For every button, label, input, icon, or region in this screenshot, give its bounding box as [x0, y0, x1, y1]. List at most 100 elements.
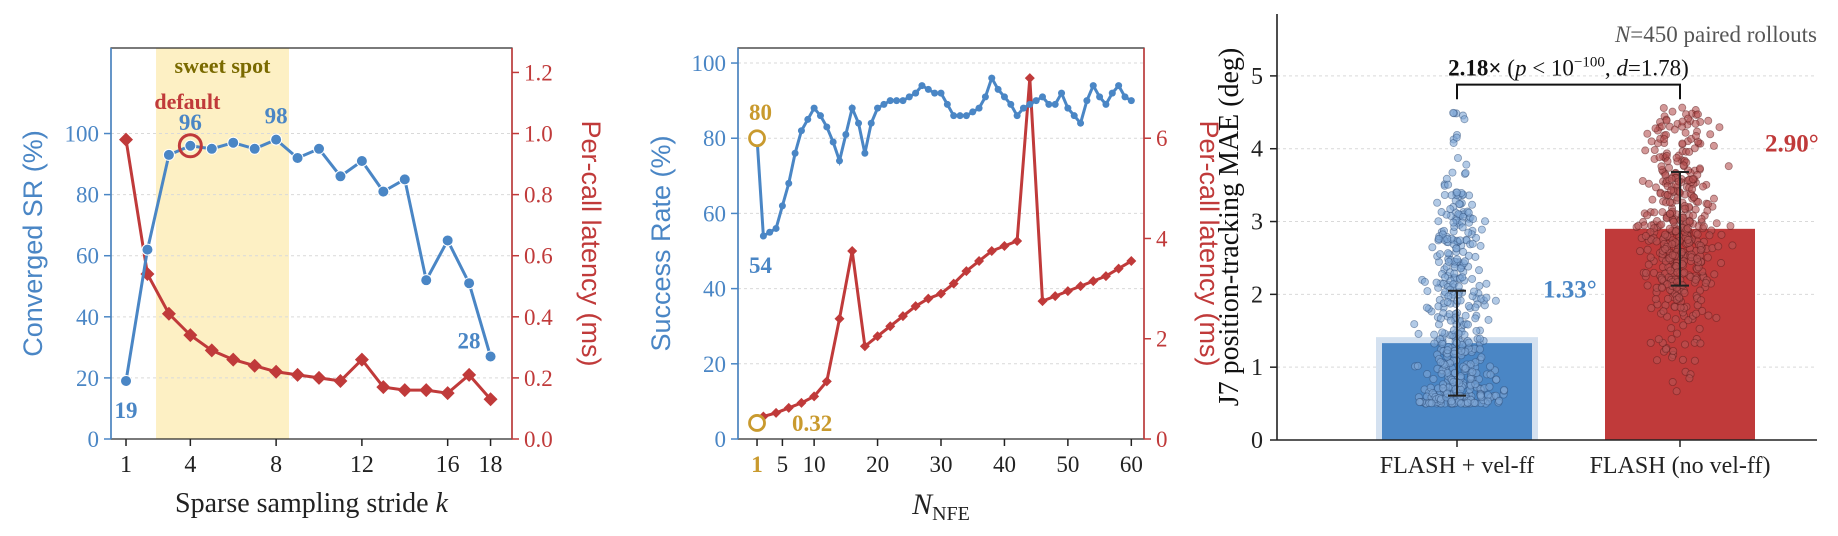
sample-point — [1434, 302, 1443, 311]
sample-point — [1641, 231, 1650, 240]
sample-point — [1469, 287, 1478, 296]
sample-point — [1688, 174, 1697, 183]
sample-point — [1678, 117, 1687, 126]
sr-point — [1013, 112, 1021, 120]
sr-point — [956, 112, 964, 120]
latency-point — [961, 266, 972, 277]
sample-point — [1681, 340, 1690, 349]
sr-point — [893, 97, 901, 105]
sample-point — [1671, 315, 1680, 324]
sr-point — [1058, 89, 1066, 97]
category-label: FLASH (no vel-ff) — [1590, 453, 1771, 479]
sample-point — [1436, 358, 1445, 367]
sample-point — [1676, 303, 1685, 312]
nfe-highlight-rings — [748, 129, 766, 432]
stride-left-ticks: 0 20 40 60 80 100 — [65, 122, 111, 452]
latency-point — [796, 397, 807, 408]
tick-label: 5 — [1251, 64, 1263, 90]
sample-point — [1443, 346, 1452, 355]
default-label: default — [154, 89, 221, 114]
tick-label: 0 — [715, 427, 727, 452]
sr-point — [836, 157, 843, 165]
tick-label: 0.4 — [524, 305, 553, 330]
latency-point — [1037, 296, 1048, 307]
sample-point — [1643, 245, 1652, 254]
sample-point — [1666, 266, 1675, 275]
sample-point — [1674, 177, 1683, 186]
sample-point — [1678, 355, 1687, 364]
sample-point — [1468, 367, 1477, 376]
sr-point — [912, 89, 920, 97]
tick-label: 100 — [692, 51, 727, 76]
sample-point — [1638, 176, 1647, 185]
sample-point — [1715, 123, 1724, 132]
sample-point — [1482, 279, 1491, 288]
sr-point — [848, 104, 856, 112]
sample-point — [1657, 162, 1666, 171]
latency-point — [936, 288, 946, 299]
sample-point — [1423, 287, 1432, 296]
sample-point — [1437, 208, 1446, 217]
sample-point — [1468, 200, 1477, 209]
sr-point — [842, 130, 850, 138]
tick-label: 5 — [777, 452, 789, 477]
mae-scatter-points — [1410, 103, 1737, 408]
tick-label: 2 — [1156, 327, 1168, 352]
sample-point — [1458, 273, 1467, 282]
sr-point — [766, 228, 774, 236]
sample-point — [1672, 387, 1681, 396]
sample-point — [1690, 356, 1699, 365]
sample-point — [1706, 130, 1715, 139]
sr-point — [463, 277, 476, 290]
latency-point — [119, 132, 134, 147]
latency-point — [312, 370, 327, 385]
sample-point — [1454, 282, 1463, 291]
sample-point — [1660, 135, 1669, 144]
tick-label: 16 — [436, 452, 460, 478]
mae-error-bars — [1448, 171, 1689, 397]
latency-point — [1050, 291, 1061, 302]
sample-point — [1653, 356, 1662, 365]
sample-point — [1438, 328, 1447, 337]
sample-point — [1464, 338, 1473, 347]
sample-point — [1658, 283, 1667, 292]
sample-point — [1477, 353, 1486, 362]
sample-point — [1654, 335, 1663, 344]
sample-point — [1659, 307, 1668, 316]
sample-point — [1429, 374, 1438, 383]
sr-point — [874, 104, 882, 112]
sr-point — [855, 119, 863, 127]
sr-point — [141, 243, 154, 256]
sr-point — [1089, 82, 1097, 90]
sample-point — [1492, 375, 1501, 384]
sample-point — [1670, 125, 1679, 134]
sr-point — [759, 232, 767, 240]
sample-point — [1456, 236, 1465, 245]
sample-point — [1439, 384, 1448, 393]
stride-sr-markers — [120, 133, 497, 387]
rollouts-subtitle: N=450 paired rollouts — [1614, 22, 1817, 47]
sample-point — [1634, 221, 1643, 230]
nfe-x-ticks: 1 5 10 20 30 40 50 60 — [751, 439, 1143, 477]
nfe-right-ticks: 0 2 4 6 — [1144, 126, 1168, 452]
sample-point — [1646, 338, 1655, 347]
latency-point — [1113, 263, 1124, 274]
sample-point — [1470, 398, 1479, 407]
sample-point — [1667, 174, 1676, 183]
sample-point — [1663, 294, 1672, 303]
sr-point — [1000, 93, 1008, 101]
sample-point — [1691, 275, 1700, 284]
sample-point — [1717, 259, 1726, 268]
stride-right-ticks: 0.0 0.2 0.4 0.6 0.8 1.0 1.2 — [512, 60, 553, 452]
sample-point — [1678, 103, 1687, 112]
sr-point — [1032, 97, 1040, 105]
sample-point — [1460, 257, 1469, 266]
sample-point — [1650, 208, 1659, 217]
sample-point — [1709, 141, 1718, 150]
latency-point — [1024, 73, 1035, 84]
sample-point — [1437, 369, 1446, 378]
tick-label: 1.2 — [524, 60, 553, 85]
latency-point — [440, 386, 455, 401]
sample-point — [1413, 361, 1422, 370]
sr-point — [1115, 82, 1123, 90]
